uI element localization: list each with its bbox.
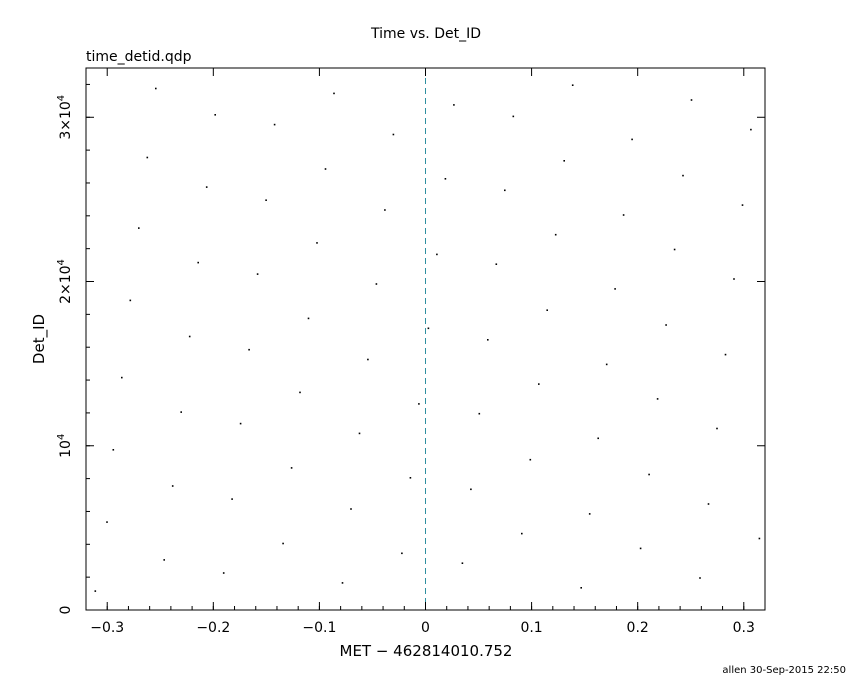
data-point (171, 485, 174, 487)
data-point (512, 115, 515, 118)
x-tick-label: 0.1 (520, 620, 542, 636)
data-point (112, 449, 115, 451)
data-point (707, 503, 710, 505)
y-tick-label: 2×104 (56, 259, 74, 304)
data-point (682, 174, 684, 177)
data-point (427, 327, 430, 330)
data-point (622, 214, 625, 216)
data-point (316, 242, 318, 244)
x-tick-label: −0.1 (302, 620, 336, 636)
x-axis-ticks: −0.3 −0.2 −0.1 0 0.1 0.2 0.3 (85, 68, 766, 636)
points-layer (94, 84, 761, 592)
data-point (690, 99, 693, 101)
data-point (580, 587, 582, 589)
data-point (758, 537, 761, 540)
footer-credit: allen 30-Sep-2015 22:50 (722, 665, 846, 676)
x-tick-label: −0.2 (196, 620, 230, 636)
data-point (444, 178, 447, 180)
data-point (138, 227, 140, 229)
data-point (597, 437, 599, 440)
data-point (495, 263, 498, 265)
data-point (265, 199, 267, 201)
data-point (478, 412, 481, 415)
data-point (248, 348, 250, 351)
data-point (197, 261, 199, 264)
data-point (605, 363, 608, 366)
data-point (656, 398, 659, 400)
data-point (673, 248, 676, 251)
x-tick-label: 0.3 (733, 620, 755, 636)
data-point (299, 391, 301, 394)
data-point (529, 458, 532, 461)
data-point (418, 403, 420, 405)
data-point (733, 278, 735, 280)
data-point (163, 559, 165, 561)
data-point (554, 233, 557, 236)
data-point (436, 253, 438, 256)
data-point (631, 138, 633, 141)
data-point (504, 189, 506, 192)
data-point (521, 532, 523, 535)
data-point (155, 87, 157, 90)
chart-title: Time vs. Det_ID (370, 26, 481, 42)
data-point (648, 473, 650, 476)
data-point (588, 513, 591, 515)
data-point (273, 123, 276, 126)
data-point (453, 104, 455, 106)
x-axis-label: MET − 462814010.752 (340, 642, 513, 660)
data-point (214, 114, 216, 116)
data-point (94, 590, 97, 592)
x-tick-label: 0.2 (627, 620, 649, 636)
data-point (741, 204, 744, 206)
data-point (461, 562, 464, 564)
data-point (409, 477, 412, 479)
y-tick-label: 3×104 (56, 95, 74, 140)
data-point (487, 339, 489, 341)
data-point (392, 133, 395, 136)
x-tick-label: −0.3 (90, 620, 124, 636)
data-point (358, 432, 361, 435)
chart-subtitle: time_detid.qdp (86, 49, 192, 65)
data-point (401, 552, 403, 555)
data-point (341, 582, 344, 584)
data-point (716, 427, 718, 430)
data-point (699, 577, 701, 579)
data-point (307, 317, 310, 320)
x-tick-label: 0 (421, 620, 430, 636)
data-point (614, 288, 616, 290)
data-point (571, 84, 574, 86)
data-point (367, 358, 369, 361)
data-point (375, 283, 378, 285)
data-point (231, 498, 233, 500)
data-point (324, 168, 327, 170)
data-point (222, 572, 225, 574)
data-point (188, 335, 191, 338)
data-point (750, 128, 752, 131)
data-point (290, 467, 293, 469)
data-point (282, 542, 284, 545)
y-tick-label: 0 (58, 606, 74, 615)
data-point (546, 309, 548, 311)
y-axis-ticks: 0 104 2×104 3×104 (56, 83, 765, 615)
data-point (129, 299, 132, 302)
data-point (384, 209, 386, 211)
data-point (256, 273, 259, 275)
data-point (470, 488, 472, 491)
data-point (146, 156, 149, 159)
data-point (639, 547, 642, 550)
data-point (180, 411, 182, 413)
data-point (239, 422, 242, 425)
data-point (724, 353, 727, 356)
y-tick-label: 104 (56, 434, 74, 458)
data-point (665, 324, 667, 326)
data-point (205, 186, 208, 188)
data-point (106, 521, 108, 523)
data-point (333, 92, 335, 95)
y-axis-label: Det_ID (30, 314, 49, 364)
data-point (350, 508, 352, 510)
data-point (538, 383, 540, 385)
data-point (563, 160, 565, 162)
data-point (121, 376, 123, 379)
